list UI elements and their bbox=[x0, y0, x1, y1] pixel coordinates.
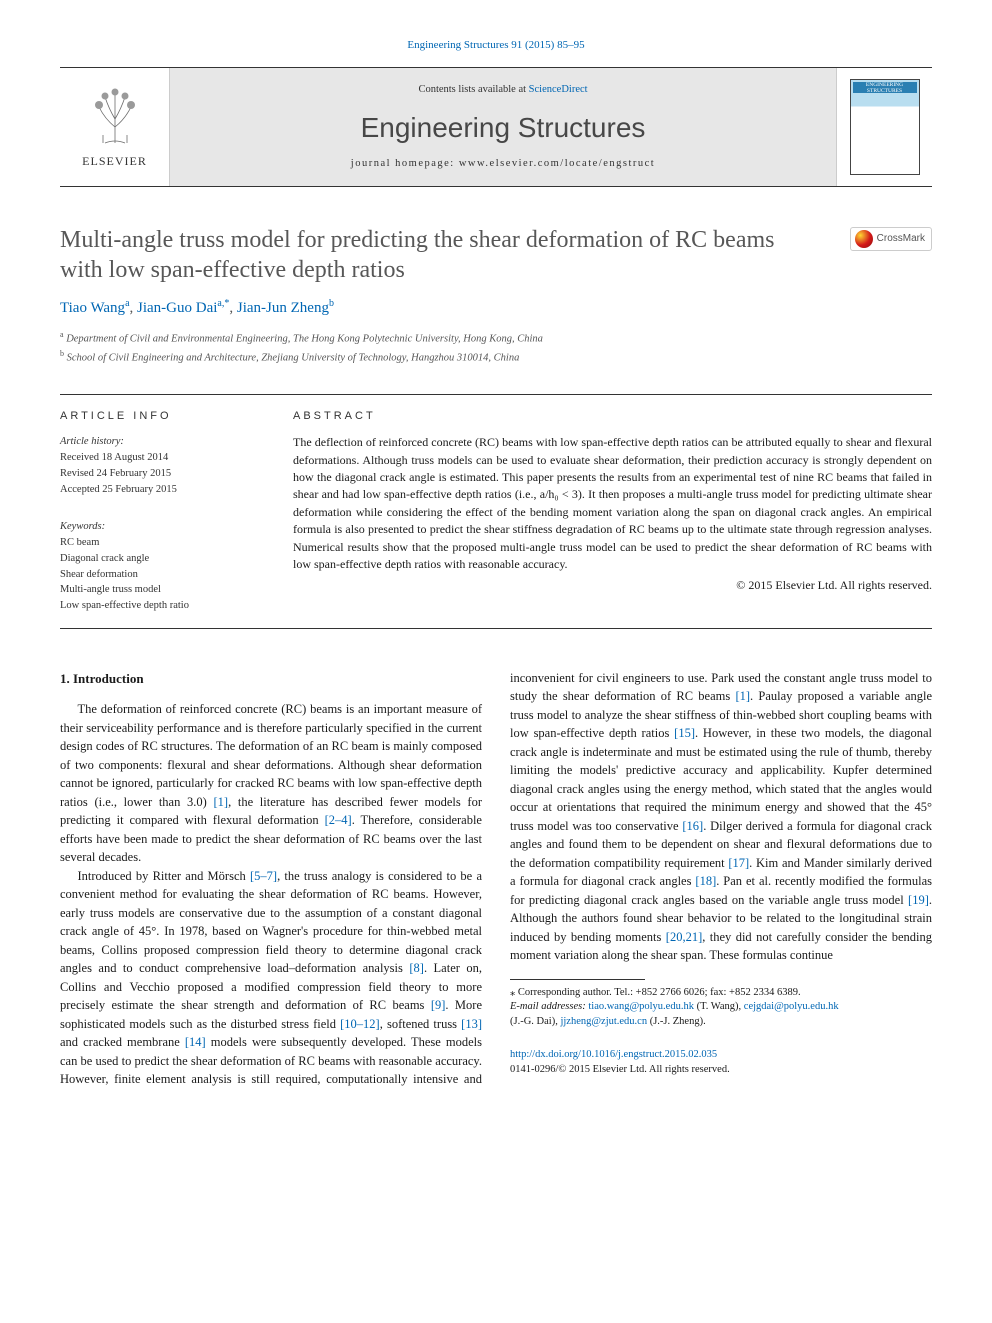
author-list: Tiao Wanga, Jian-Guo Daia,*, Jian-Jun Zh… bbox=[60, 297, 932, 319]
ref-link-8[interactable]: [8] bbox=[409, 961, 424, 975]
section-1-para-1: The deformation of reinforced concrete (… bbox=[60, 700, 482, 867]
article-title: Multi-angle truss model for predicting t… bbox=[60, 225, 932, 285]
keyword-1: RC beam bbox=[60, 535, 265, 551]
sciencedirect-link[interactable]: ScienceDirect bbox=[529, 84, 588, 95]
history-label: Article history: bbox=[60, 434, 265, 450]
article-info-panel: ARTICLE INFO Article history: Received 1… bbox=[60, 394, 265, 614]
ref-link-5-7[interactable]: [5–7] bbox=[250, 869, 277, 883]
ref-link-10-12[interactable]: [10–12] bbox=[340, 1017, 380, 1031]
header-center: Contents lists available at ScienceDirec… bbox=[170, 68, 836, 186]
email-1[interactable]: tiao.wang@polyu.edu.hk bbox=[588, 1001, 694, 1012]
publisher-name: ELSEVIER bbox=[82, 153, 147, 170]
section-1-heading: 1. Introduction bbox=[60, 669, 482, 688]
affiliation-b-text: School of Civil Engineering and Architec… bbox=[67, 352, 520, 363]
divider-rule bbox=[60, 628, 932, 629]
ref-link-9[interactable]: [9] bbox=[431, 998, 446, 1012]
abstract-panel: ABSTRACT The deflection of reinforced co… bbox=[293, 394, 932, 614]
journal-cover-thumb[interactable]: ENGINEERING STRUCTURES bbox=[836, 68, 932, 186]
author-3[interactable]: Jian-Jun Zheng bbox=[237, 300, 329, 316]
author-2-corresponding-mark: * bbox=[224, 298, 229, 309]
keyword-4: Multi-angle truss model bbox=[60, 582, 265, 598]
email-2[interactable]: cejgdai@polyu.edu.hk bbox=[744, 1001, 839, 1012]
contents-lists-line: Contents lists available at ScienceDirec… bbox=[418, 83, 587, 98]
author-1-affil: a bbox=[125, 298, 129, 309]
affiliations: a Department of Civil and Environmental … bbox=[60, 329, 932, 366]
p2-text-b: , the truss analogy is considered to be … bbox=[60, 869, 482, 976]
received-date: Received 18 August 2014 bbox=[60, 450, 265, 466]
ref-link-13[interactable]: [13] bbox=[461, 1017, 482, 1031]
crossmark-label: CrossMark bbox=[877, 232, 925, 246]
ref-link-19[interactable]: [19] bbox=[908, 893, 929, 907]
ref-link-2-4[interactable]: [2–4] bbox=[325, 813, 352, 827]
p2-text-d: strength and deformation of RC beams bbox=[214, 998, 431, 1012]
p2-text-j: . However, in these two models, the diag… bbox=[510, 726, 932, 833]
p2-text-f: , softened truss bbox=[380, 1017, 461, 1031]
keyword-3: Shear deformation bbox=[60, 567, 265, 583]
ref-link-18[interactable]: [18] bbox=[695, 874, 716, 888]
author-3-affil: b bbox=[329, 298, 334, 309]
journal-title: Engineering Structures bbox=[361, 108, 646, 147]
author-2[interactable]: Jian-Guo Dai bbox=[137, 300, 217, 316]
top-citation-link[interactable]: Engineering Structures 91 (2015) 85–95 bbox=[60, 38, 932, 53]
journal-header-band: ELSEVIER Contents lists available at Sci… bbox=[60, 67, 932, 187]
p2-text-a: Introduced by Ritter and Mörsch bbox=[78, 869, 250, 883]
doi-block: http://dx.doi.org/10.1016/j.engstruct.20… bbox=[510, 1048, 932, 1077]
abstract-text: The deflection of reinforced concrete (R… bbox=[293, 434, 932, 573]
body-two-column: 1. Introduction The deformation of reinf… bbox=[60, 669, 932, 1089]
ref-link-15[interactable]: [15] bbox=[674, 726, 695, 740]
abstract-copyright: © 2015 Elsevier Ltd. All rights reserved… bbox=[293, 577, 932, 594]
accepted-date: Accepted 25 February 2015 bbox=[60, 482, 265, 498]
issn-copyright: 0141-0296/© 2015 Elsevier Ltd. All right… bbox=[510, 1063, 932, 1078]
footnote-tel: ⁎ Corresponding author. Tel.: +852 2766 … bbox=[510, 986, 932, 1001]
crossmark-badge[interactable]: CrossMark bbox=[850, 227, 932, 251]
corresponding-footnote: ⁎ Corresponding author. Tel.: +852 2766 … bbox=[510, 986, 932, 1030]
publisher-logo[interactable]: ELSEVIER bbox=[60, 68, 170, 186]
ref-link-17[interactable]: [17] bbox=[728, 856, 749, 870]
elsevier-tree-icon bbox=[83, 85, 147, 149]
email-3-who: (J.-J. Zheng). bbox=[647, 1016, 706, 1027]
emails-label: E-mail addresses: bbox=[510, 1001, 586, 1012]
ref-link-1b[interactable]: [1] bbox=[735, 689, 750, 703]
email-2-who: (J.-G. Dai), bbox=[510, 1016, 560, 1027]
p1-text-a: The deformation of reinforced concrete (… bbox=[60, 702, 482, 809]
doi-link[interactable]: http://dx.doi.org/10.1016/j.engstruct.20… bbox=[510, 1049, 717, 1060]
keyword-2: Diagonal crack angle bbox=[60, 551, 265, 567]
ref-link-14[interactable]: [14] bbox=[185, 1035, 206, 1049]
footnote-emails: E-mail addresses: tiao.wang@polyu.edu.hk… bbox=[510, 1000, 932, 1029]
ref-link-16[interactable]: [16] bbox=[682, 819, 703, 833]
journal-homepage-line: journal homepage: www.elsevier.com/locat… bbox=[351, 157, 655, 172]
email-1-who: (T. Wang), bbox=[694, 1001, 744, 1012]
email-3[interactable]: jjzheng@zjut.edu.cn bbox=[560, 1016, 647, 1027]
ref-link-1[interactable]: [1] bbox=[213, 795, 228, 809]
p2-text-g: and cracked membrane bbox=[60, 1035, 185, 1049]
affiliation-b: b School of Civil Engineering and Archit… bbox=[60, 348, 932, 366]
cover-label: ENGINEERING STRUCTURES bbox=[854, 83, 916, 94]
revised-date: Revised 24 February 2015 bbox=[60, 466, 265, 482]
abstract-heading: ABSTRACT bbox=[293, 409, 932, 424]
keywords-label: Keywords: bbox=[60, 519, 265, 535]
author-1[interactable]: Tiao Wang bbox=[60, 300, 125, 316]
contents-prefix: Contents lists available at bbox=[418, 84, 528, 95]
crossmark-icon bbox=[855, 230, 873, 248]
keyword-5: Low span-effective depth ratio bbox=[60, 598, 265, 614]
affiliation-a: a Department of Civil and Environmental … bbox=[60, 329, 932, 347]
affiliation-a-text: Department of Civil and Environmental En… bbox=[66, 334, 543, 345]
article-info-heading: ARTICLE INFO bbox=[60, 409, 265, 424]
footnote-rule bbox=[510, 979, 645, 980]
ref-link-20-21[interactable]: [20,21] bbox=[666, 930, 702, 944]
